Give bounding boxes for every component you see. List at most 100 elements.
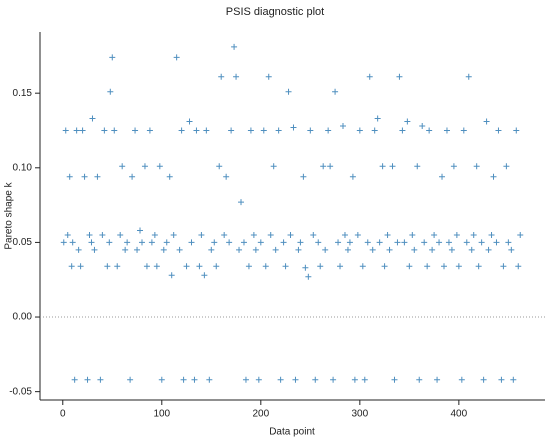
- point: [292, 376, 299, 383]
- point: [60, 239, 67, 246]
- point: [391, 376, 398, 383]
- point: [143, 263, 150, 270]
- point: [517, 231, 524, 238]
- point: [252, 246, 259, 253]
- point: [168, 272, 175, 279]
- point: [426, 127, 433, 134]
- point: [148, 239, 155, 246]
- point: [265, 73, 272, 80]
- point: [448, 246, 455, 253]
- point: [406, 263, 413, 270]
- point: [394, 239, 401, 246]
- point: [414, 163, 421, 170]
- point: [429, 246, 436, 253]
- point: [366, 73, 373, 80]
- point: [483, 118, 490, 125]
- point: [198, 231, 205, 238]
- point: [238, 199, 245, 206]
- x-tick-label: 100: [153, 409, 170, 420]
- point: [369, 246, 376, 253]
- point: [419, 123, 426, 130]
- point: [267, 231, 274, 238]
- point: [117, 231, 124, 238]
- point: [399, 127, 406, 134]
- point: [228, 127, 235, 134]
- point: [297, 239, 304, 246]
- point: [401, 239, 408, 246]
- point: [359, 263, 366, 270]
- point: [236, 246, 243, 253]
- point: [416, 376, 423, 383]
- point: [201, 272, 208, 279]
- point: [245, 263, 252, 270]
- point: [285, 88, 292, 95]
- point: [384, 231, 391, 238]
- point: [354, 231, 361, 238]
- point: [488, 231, 495, 238]
- point: [129, 173, 136, 180]
- point: [64, 231, 71, 238]
- point: [513, 127, 520, 134]
- point: [341, 231, 348, 238]
- point: [455, 263, 462, 270]
- point: [107, 88, 114, 95]
- point: [424, 263, 431, 270]
- point: [255, 376, 262, 383]
- point: [124, 239, 131, 246]
- point: [439, 173, 446, 180]
- y-axis-label: Pareto shape k: [4, 181, 15, 249]
- point: [138, 239, 145, 246]
- point: [371, 127, 378, 134]
- point: [381, 263, 388, 270]
- point: [495, 127, 502, 134]
- point: [262, 263, 269, 270]
- y-tick-label: 0.10: [13, 162, 33, 173]
- x-axis-label: Data point: [269, 427, 315, 438]
- point: [434, 376, 441, 383]
- point: [275, 127, 282, 134]
- point: [114, 263, 121, 270]
- point: [79, 127, 86, 134]
- point: [193, 127, 200, 134]
- point: [170, 231, 177, 238]
- point: [146, 127, 153, 134]
- point: [364, 239, 371, 246]
- point: [97, 376, 104, 383]
- point: [68, 263, 75, 270]
- point: [250, 231, 257, 238]
- point: [153, 263, 160, 270]
- point: [173, 54, 180, 61]
- point: [325, 127, 332, 134]
- x-tick-label: 200: [252, 409, 269, 420]
- chart-title: PSIS diagnostic plot: [226, 6, 324, 18]
- point: [208, 246, 215, 253]
- point: [176, 246, 183, 253]
- point: [295, 246, 302, 253]
- point: [493, 239, 500, 246]
- point: [89, 115, 96, 122]
- point: [322, 246, 329, 253]
- point: [335, 239, 342, 246]
- point: [320, 163, 327, 170]
- point: [99, 231, 106, 238]
- point: [300, 173, 307, 180]
- point: [396, 73, 403, 80]
- point: [213, 263, 220, 270]
- point: [473, 163, 480, 170]
- point: [337, 263, 344, 270]
- point: [178, 127, 185, 134]
- point: [287, 231, 294, 238]
- point: [503, 163, 510, 170]
- point: [317, 263, 324, 270]
- point: [216, 163, 223, 170]
- point: [66, 173, 73, 180]
- point: [505, 239, 512, 246]
- y-tick-label: -0.05: [9, 386, 32, 397]
- point: [151, 231, 158, 238]
- point: [223, 173, 230, 180]
- y-tick-label: 0.15: [13, 88, 33, 99]
- point: [458, 376, 465, 383]
- point: [349, 173, 356, 180]
- point: [480, 376, 487, 383]
- point: [191, 376, 198, 383]
